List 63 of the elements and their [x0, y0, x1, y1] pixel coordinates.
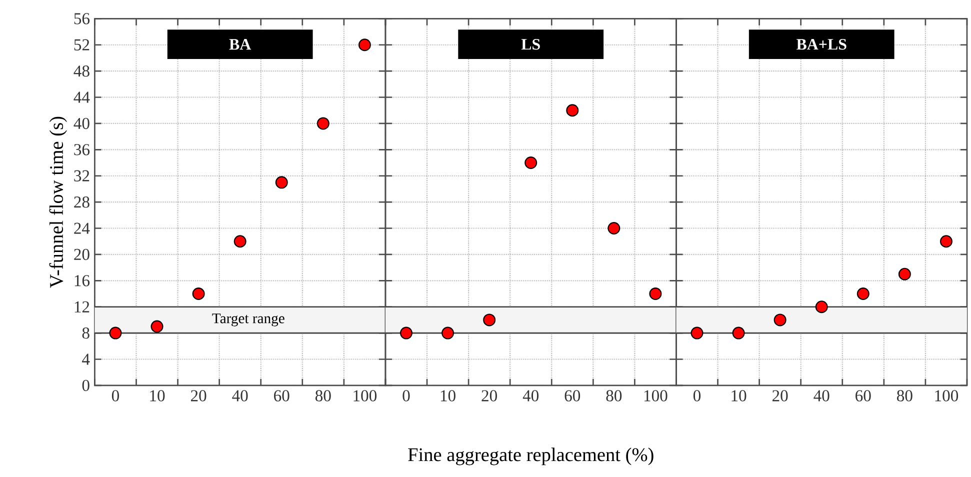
x-tick-label: 100 — [935, 390, 958, 402]
point — [400, 326, 412, 340]
point — [649, 287, 662, 300]
y-tick-label: 44 — [74, 92, 90, 102]
x-tick-label: 40 — [814, 390, 830, 402]
y-tick-label: 28 — [74, 196, 90, 208]
y-tick-label: 40 — [74, 118, 90, 129]
x-tick-label: 0 — [402, 390, 410, 402]
x-tick-label: 20 — [772, 390, 788, 402]
text: BA+LS — [796, 38, 846, 50]
x-tick-label: 100 — [644, 390, 668, 402]
x-tick-label: 80 — [606, 390, 622, 402]
x-tick-label: 100 — [354, 390, 377, 402]
point — [898, 268, 911, 280]
y-tick-label: 52 — [74, 39, 90, 50]
point — [234, 234, 246, 248]
x-tick-label: 10 — [440, 390, 456, 402]
point — [856, 287, 870, 300]
y-tick-label: 36 — [74, 144, 90, 156]
x-tick-label: 60 — [564, 390, 580, 402]
y-tick-label: 24 — [74, 222, 90, 234]
x-tick-label: 10 — [732, 390, 746, 402]
point — [524, 156, 538, 169]
x-tick-label: 80 — [897, 390, 912, 402]
y-tick-label: 12 — [74, 301, 90, 312]
x-tick-label: 0 — [112, 390, 119, 402]
point — [358, 38, 371, 51]
point — [483, 313, 496, 326]
text: BA — [229, 38, 252, 50]
point — [940, 234, 952, 248]
point — [275, 176, 288, 188]
x-tick-label: 20 — [190, 390, 206, 402]
point — [316, 116, 330, 130]
x-tick-label: 40 — [522, 390, 539, 402]
point — [774, 313, 786, 326]
x-axis-title: Fine aggregate replacement (%) — [408, 447, 654, 465]
x-tick-label: 0 — [693, 390, 701, 402]
x-tick-label: 80 — [315, 390, 331, 402]
x-tick-label: 20 — [482, 390, 497, 402]
y-tick-label: 4 — [82, 354, 90, 364]
x-tick-label: 40 — [232, 390, 248, 402]
point — [815, 300, 828, 313]
x-tick-label: 60 — [274, 390, 290, 402]
point — [608, 222, 620, 234]
y-tick-label: 16 — [74, 274, 90, 286]
point — [442, 326, 454, 340]
x-tick-label: 10 — [150, 390, 165, 402]
point — [109, 326, 122, 340]
point — [150, 320, 164, 333]
point — [192, 287, 205, 300]
y-tick-label: 8 — [82, 327, 90, 338]
y-tick-label: 0 — [82, 380, 90, 391]
y-tick-label: 32 — [74, 170, 90, 182]
y-tick-label: 20 — [74, 248, 90, 260]
point — [732, 326, 745, 340]
x-tick-label: 60 — [856, 390, 871, 402]
point — [690, 326, 704, 340]
text: LS — [521, 38, 540, 50]
y-tick-label: 48 — [74, 65, 90, 76]
y-axis-title: V-funnel flow time (s) — [49, 116, 67, 288]
y-tick-label: 56 — [74, 12, 90, 24]
point — [566, 104, 579, 116]
band-label: Target range — [212, 313, 284, 326]
